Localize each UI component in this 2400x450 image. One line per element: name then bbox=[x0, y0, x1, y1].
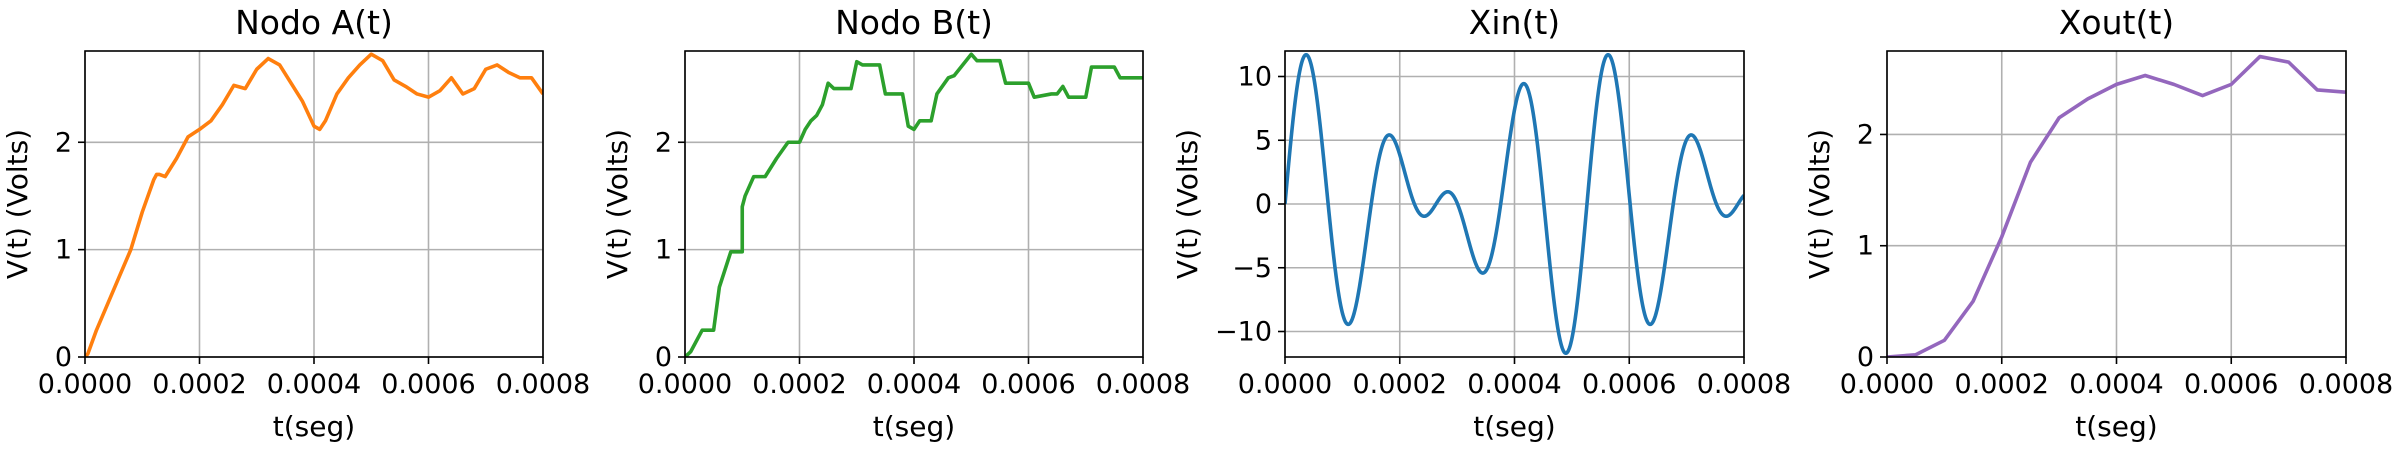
x-tick-label: 0.0008 bbox=[2299, 369, 2393, 400]
y-tick-label: 0 bbox=[1255, 189, 1272, 220]
y-tick-label: 2 bbox=[1857, 119, 1874, 150]
x-tick-label: 0.0002 bbox=[152, 369, 246, 400]
x-tick-label: 0.0002 bbox=[1353, 369, 1447, 400]
y-tick-label: 2 bbox=[655, 127, 672, 158]
x-tick-label: 0.0004 bbox=[867, 369, 961, 400]
x-tick-label: 0.0004 bbox=[2069, 369, 2163, 400]
x-tick-label: 0.0006 bbox=[981, 369, 1075, 400]
y-tick-label: 0 bbox=[655, 342, 672, 373]
y-axis-label: V(t) (Volts) bbox=[601, 129, 634, 279]
x-axis-label: t(seg) bbox=[273, 410, 355, 443]
y-tick-label: 0 bbox=[55, 342, 72, 373]
x-tick-label: 0.0008 bbox=[1096, 369, 1190, 400]
chart-panel-1: 0.0000 0.0002 0.0004 0.0006 0.0008 0 1 2 Nodo A(… bbox=[1, 3, 590, 443]
chart-title: Nodo A(t) bbox=[235, 3, 393, 42]
x-tick-label: 0.0000 bbox=[1840, 369, 1934, 400]
chart-panel-4: 0.0000 0.0002 0.0004 0.0006 0.0008 0 1 2 Xout(t)… bbox=[1803, 3, 2393, 443]
x-tick-label: 0.0000 bbox=[638, 369, 732, 400]
y-tick-label: 5 bbox=[1255, 125, 1272, 156]
x-tick-label: 0.0002 bbox=[1955, 369, 2049, 400]
chart-panel-3: 0.0000 0.0002 0.0004 0.0006 0.0008 −10 −5 0 5 10 X… bbox=[1171, 3, 1791, 443]
y-tick-label: 1 bbox=[655, 235, 672, 266]
x-tick-label: 0.0006 bbox=[1582, 369, 1676, 400]
series-line bbox=[1285, 52, 1744, 356]
chart-title: Nodo B(t) bbox=[835, 3, 993, 42]
x-tick-label: 0.0008 bbox=[1697, 369, 1791, 400]
x-tick-label: 0.0006 bbox=[381, 369, 475, 400]
x-tick-label: 0.0004 bbox=[1467, 369, 1561, 400]
y-tick-label: 0 bbox=[1857, 342, 1874, 373]
x-tick-label: 0.0004 bbox=[267, 369, 361, 400]
y-tick-label: 10 bbox=[1238, 62, 1272, 93]
x-axis-label: t(seg) bbox=[2075, 410, 2157, 443]
x-tick-label: 0.0000 bbox=[1238, 369, 1332, 400]
chart-title: Xout(t) bbox=[2059, 3, 2174, 42]
chart-title: Xin(t) bbox=[1469, 3, 1560, 42]
x-tick-label: 0.0008 bbox=[496, 369, 590, 400]
series-line bbox=[1887, 54, 2346, 357]
y-tick-label: 1 bbox=[1857, 231, 1874, 262]
chart-panel-2: 0.0000 0.0002 0.0004 0.0006 0.0008 0 1 2 Nodo B(… bbox=[601, 3, 1190, 443]
y-tick-label: −10 bbox=[1215, 317, 1272, 348]
series-line bbox=[685, 52, 1143, 357]
x-tick-label: 0.0002 bbox=[752, 369, 846, 400]
y-tick-label: 2 bbox=[55, 127, 72, 158]
series-line bbox=[85, 52, 543, 357]
y-axis-label: V(t) (Volts) bbox=[1803, 129, 1836, 279]
y-tick-label: −5 bbox=[1232, 253, 1272, 284]
x-tick-label: 0.0006 bbox=[2184, 369, 2278, 400]
y-tick-label: 1 bbox=[55, 235, 72, 266]
y-axis-label: V(t) (Volts) bbox=[1171, 129, 1204, 279]
x-tick-label: 0.0000 bbox=[38, 369, 132, 400]
x-axis-label: t(seg) bbox=[873, 410, 955, 443]
y-axis-label: V(t) (Volts) bbox=[1, 129, 34, 279]
x-axis-label: t(seg) bbox=[1473, 410, 1555, 443]
